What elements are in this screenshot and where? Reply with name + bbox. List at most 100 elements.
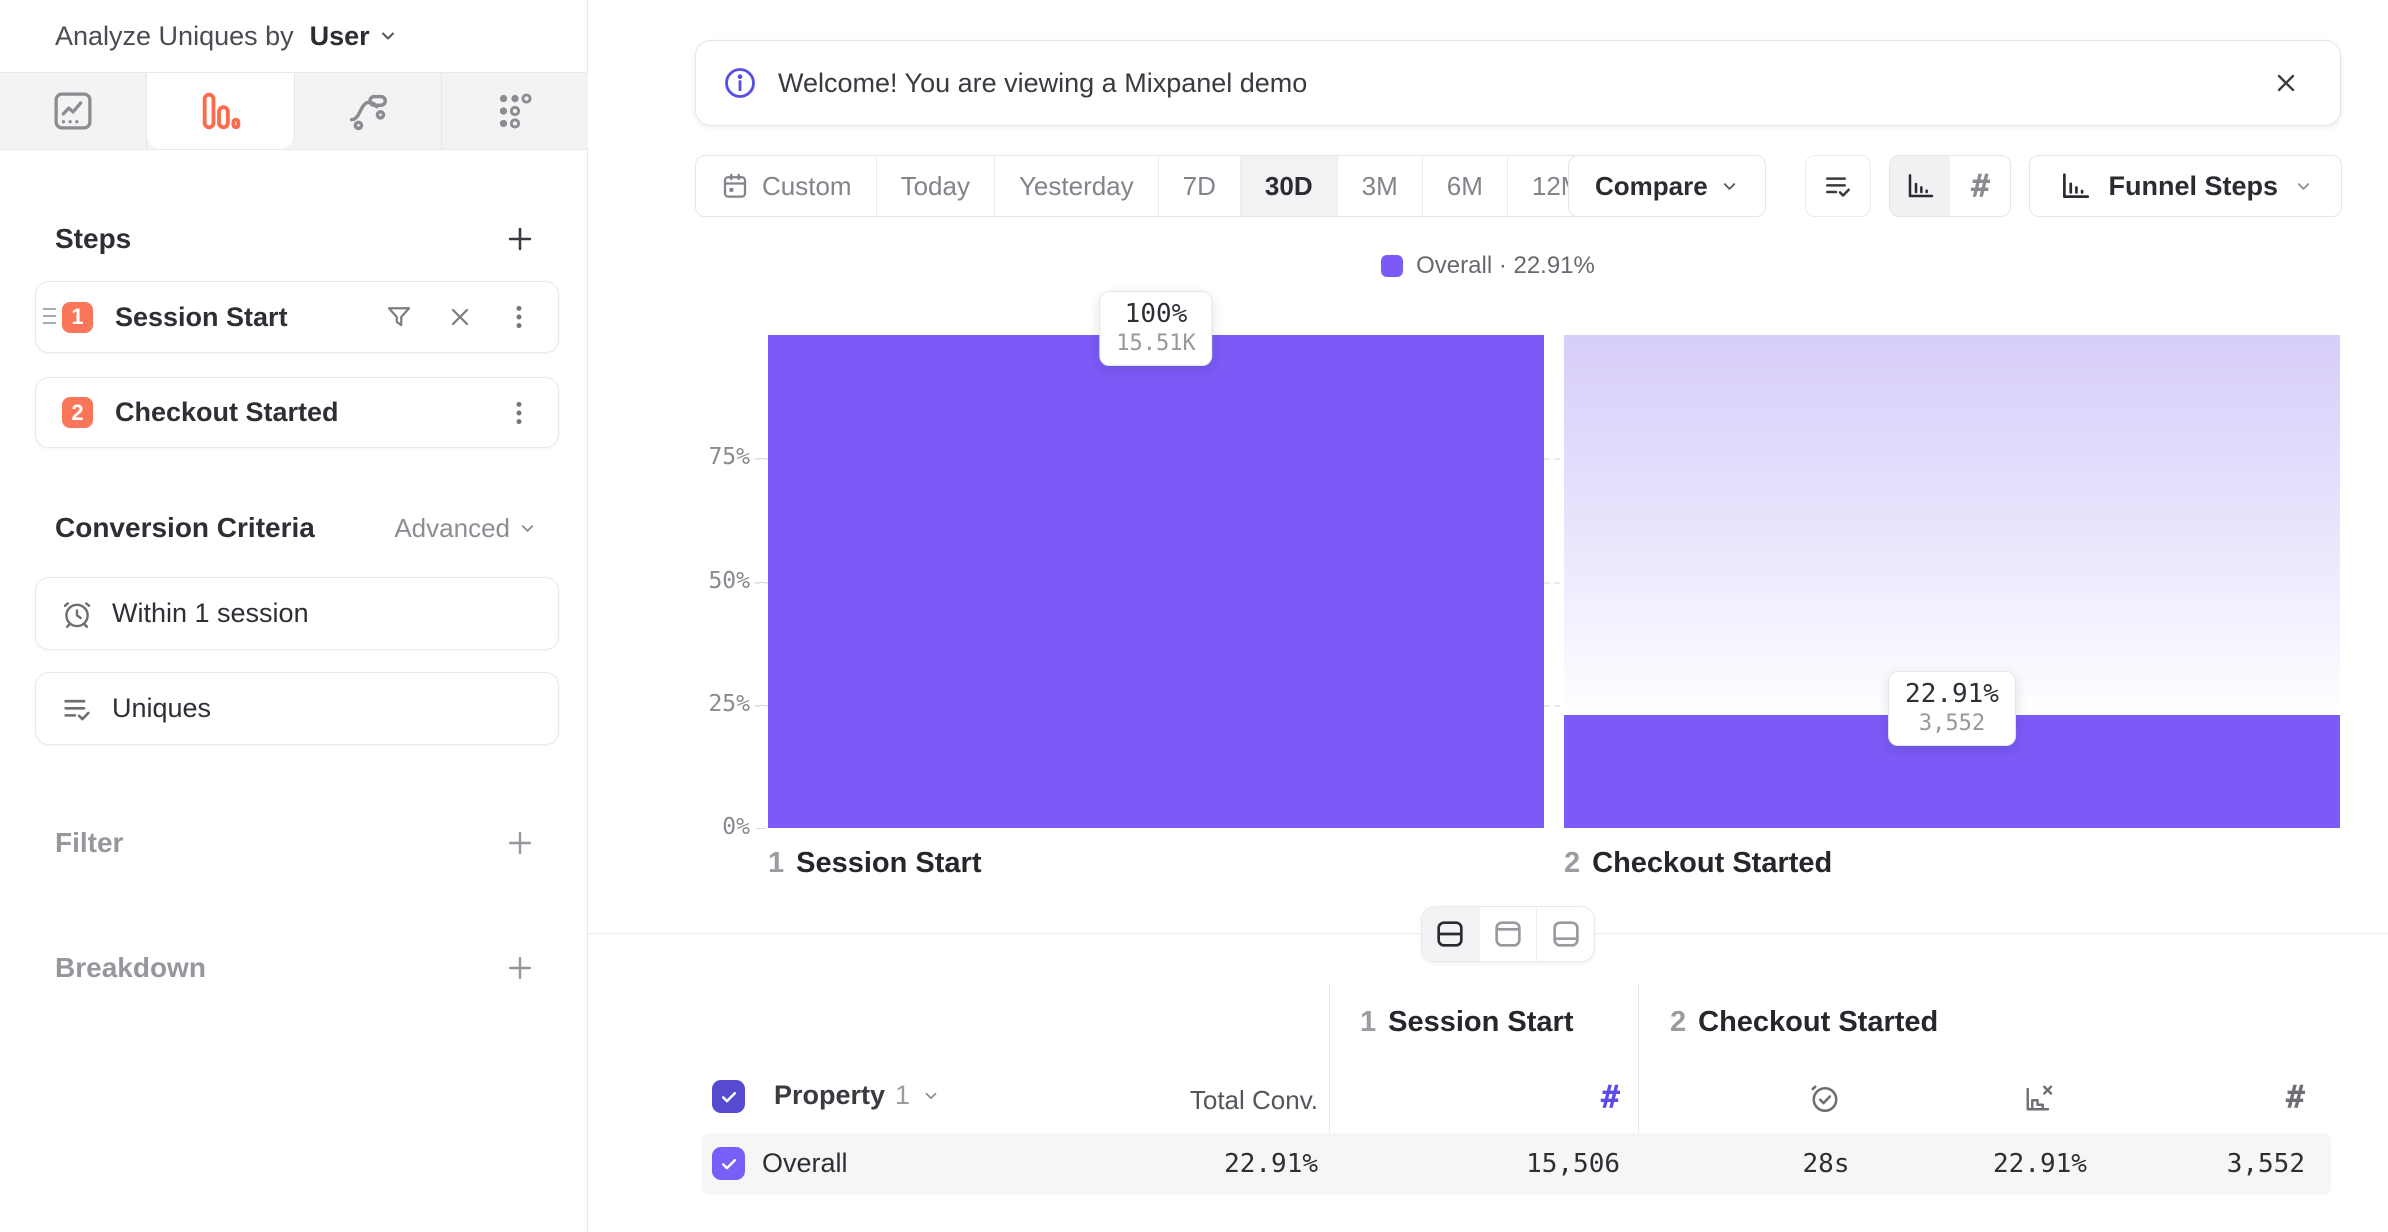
remove-step-icon[interactable] [446,303,474,331]
split-view-toggle[interactable] [1422,907,1480,961]
date-range-30d[interactable]: 30D [1240,156,1338,216]
table-only-toggle[interactable] [1537,907,1594,961]
funnel-bar-session-start[interactable] [768,335,1544,828]
steps-section-header: Steps [55,222,537,256]
query-sidebar: Analyze Uniques by User Steps [0,0,588,1232]
kebab-menu-icon[interactable] [506,398,532,428]
legend-item-overall[interactable]: Overall · 22.91% [588,252,2388,280]
analyze-by-dropdown[interactable]: User [310,21,398,52]
info-icon [725,68,755,98]
date-range-label: Yesterday [1018,170,1134,201]
step-label: Session Start [115,301,288,332]
step-label: Checkout Started [115,397,339,427]
total-conv-header: Total Conv. [1189,1085,1318,1115]
tab-funnels[interactable] [147,73,295,149]
chart-toolbar: Custom Today Yesterday 7D 30D 3M 6M 12M Compare… [695,155,2342,217]
banner-text: Welcome! You are viewing a Mixpanel demo [778,67,1308,98]
property-dropdown[interactable]: Property 1 [757,1080,940,1111]
tooltip-count: 3,552 [1918,711,1986,736]
filter-funnel-icon[interactable] [384,302,414,332]
bar-chart-icon [1909,174,1934,198]
session-start-count: 15,506 [1526,1149,1620,1179]
date-range-today[interactable]: Today [877,156,995,216]
date-range-label: 3M [1361,170,1398,201]
lost-users-area [1564,335,2340,715]
date-range-custom[interactable]: Custom [696,156,877,216]
conversion-window-card[interactable]: Within 1 session [35,577,559,650]
group-number: 1 [1360,1006,1377,1038]
hash-icon: # [1970,167,1991,205]
row-checkbox[interactable] [712,1147,745,1180]
demo-banner: Welcome! You are viewing a Mixpanel demo [695,40,2341,126]
y-axis-tick-label: 50% [708,567,750,594]
date-range-picker: Custom Today Yesterday 7D 30D 3M 6M 12M [695,155,1608,217]
compare-dropdown[interactable]: Compare [1568,155,1766,217]
funnel-steps-dropdown[interactable]: Funnel Steps [2029,155,2342,217]
select-all-checkbox[interactable] [712,1080,745,1113]
gridline [754,581,2340,584]
y-axis-tick [756,828,766,829]
chart-only-icon [1495,921,1521,947]
tab-flows[interactable] [295,73,442,149]
count-metric-icon[interactable]: # [2285,1078,2305,1116]
kebab-menu-icon[interactable] [506,302,532,332]
avg-time-metric-icon[interactable] [1807,1080,1843,1116]
split-view-icon [1437,921,1463,947]
step-card-session-start[interactable]: 1 Session Start [35,281,559,353]
date-range-label: Today [900,170,970,201]
conversion-criteria-title: Conversion Criteria [55,512,315,543]
date-range-6m[interactable]: 6M [1423,156,1508,216]
y-axis-tick [756,581,766,583]
step-number-badge: 2 [62,397,93,428]
date-range-3m[interactable]: 3M [1338,156,1423,216]
analyze-row: Analyze Uniques by User [0,0,587,72]
date-range-7d[interactable]: 7D [1159,156,1241,216]
gridline [754,458,2340,461]
panel-layout-toggle [1421,906,1595,962]
date-range-label: 7D [1182,170,1216,201]
step-card-checkout-started[interactable]: 2 Checkout Started [35,377,559,448]
counting-method-card[interactable]: Uniques [35,672,559,745]
conversion-rate-metric-icon[interactable] [2021,1080,2057,1116]
counting-method-label: Uniques [112,693,212,723]
x-axis-label: 1 Session Start [768,847,982,879]
banner-close-button[interactable] [2272,69,2300,97]
drag-handle-icon[interactable] [43,308,56,324]
group-name: Session Start [1388,1006,1574,1038]
tooltip-percent: 22.91% [1905,679,1999,709]
table-row-overall[interactable]: Overall 22.91% 15,506 28s 22.91% 3,552 [702,1133,2331,1195]
counting-toggle-button[interactable] [1805,155,1872,217]
breakdown-title: Breakdown [55,952,206,983]
add-step-button[interactable] [503,222,537,256]
chart-only-toggle[interactable] [1480,907,1538,961]
report-main: Welcome! You are viewing a Mixpanel demo… [588,0,2388,1232]
list-check-icon [64,699,90,720]
plus-icon [508,227,532,251]
absolute-numbers-toggle[interactable]: # [1950,156,2010,216]
y-axis-tick-label: 25% [708,690,750,717]
bar-value-tooltip: 22.91% 3,552 [1888,671,2016,746]
date-range-yesterday[interactable]: Yesterday [995,156,1159,216]
chevron-down-icon [381,32,394,40]
tooltip-percent: 100% [1124,299,1188,329]
count-metric-icon[interactable]: # [1600,1078,1620,1116]
add-breakdown-button[interactable] [503,951,537,985]
percent-bars-toggle[interactable] [1890,156,1951,216]
advanced-dropdown[interactable]: Advanced [394,513,537,544]
tab-retention[interactable] [442,73,588,149]
gridline [754,704,2340,707]
legend-label: Overall · 22.91% [1416,252,1595,279]
tooltip-count: 15.51K [1116,331,1196,356]
tab-insights[interactable] [0,73,148,149]
chart-plot-area: 100% 15.51K 1 Session Start 22.91% 3,552 … [754,291,2340,879]
flows-icon [349,94,387,131]
bar-value-tooltip: 100% 15.51K [1099,291,1213,366]
check-icon [721,1091,736,1102]
add-filter-button[interactable] [503,826,537,860]
select-all-checkbox-wrap [712,1080,745,1114]
bar-column-session-start: 100% 15.51K 1 Session Start [768,291,1544,879]
check-icon [721,1158,736,1169]
checkout-conversion-rate: 22.91% [1993,1149,2087,1179]
y-axis-tick-label: 75% [708,444,750,471]
